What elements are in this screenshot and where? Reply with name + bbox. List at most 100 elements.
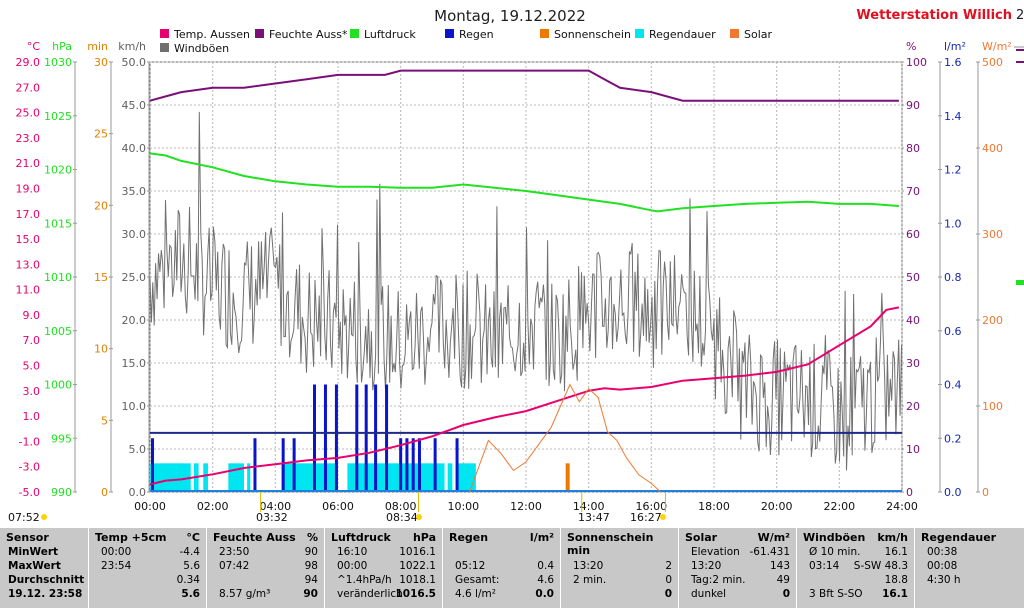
column-title: Sonnenschein min	[567, 531, 654, 557]
cell-time: 00:38	[927, 546, 958, 558]
left-tick-axis_temp: -1.0	[19, 435, 40, 448]
right-tick-axis_lqm: 0.0	[944, 486, 962, 499]
table-row: 00:00 -4.4	[95, 546, 200, 560]
cell-value: -61.431	[749, 546, 790, 558]
regen-bar	[253, 438, 257, 492]
right-tick-axis_lqm: 1.4	[944, 110, 962, 123]
table-row: 07:42 98	[213, 560, 318, 574]
sunrise-time: 07:52	[8, 511, 40, 524]
min-sun-time: 13:47	[578, 511, 610, 524]
left-tick-axis_temp: 3.0	[23, 385, 41, 398]
chart-legend: Temp. Aussen Feuchte Auss* Luftdruck Regen S…	[160, 28, 773, 55]
left-tick-axis_kmh: 15.0	[122, 357, 147, 370]
cell-time: 00:00	[337, 560, 368, 572]
right-axis-unit-axis_pct: %	[906, 40, 916, 53]
table-row: Elevation -61.431	[685, 546, 790, 560]
row-label: 19.12. 23:58	[8, 588, 83, 600]
cell-time: 00:00	[101, 546, 132, 558]
regendauer-bar	[150, 463, 191, 492]
table-row: 00:00 1022.1	[331, 560, 436, 574]
left-tick-axis_min: 5	[101, 414, 108, 427]
left-tick-axis_hpa: 990	[51, 486, 72, 499]
left-tick-axis_temp: -5.0	[19, 486, 40, 499]
right-tick-axis_lqm: 0.6	[944, 325, 962, 338]
column-title: Temp +5cm	[95, 531, 167, 544]
cell-value: 16.1	[884, 546, 908, 558]
left-tick-axis_temp: 17.0	[16, 208, 41, 221]
column-title: Luftdruck	[331, 531, 391, 544]
cell-time: 3 Bft S-SO	[809, 588, 863, 600]
table-row: 5.6	[95, 588, 200, 602]
table-row: dunkel 0	[685, 588, 790, 602]
x-tick-label: 14:00	[573, 500, 605, 513]
regendauer-bar	[447, 463, 453, 492]
table-row: 00:08	[921, 560, 1018, 574]
table-column-header: Regen l/m²	[449, 531, 554, 544]
table-row: 03:14 S-SW 48.3	[803, 560, 908, 574]
cell-value: 18.8	[884, 574, 908, 586]
series-luftdruck-line	[149, 152, 899, 213]
table-row: 18.8	[803, 574, 908, 588]
column-unit: hPa	[412, 531, 436, 544]
left-axis-unit-axis_hpa: hPa	[52, 40, 72, 53]
legend-label-solar: Solar	[744, 28, 773, 41]
windboeen-line	[149, 111, 902, 471]
cell-time: Tag:2 min.	[691, 574, 746, 586]
table-column-solar: Solar W/m² Elevation -61.431 13:20 143 Tag:2 m…	[678, 528, 796, 608]
column-unit: l/m²	[529, 531, 554, 544]
table-row: ^1.4hPa/h 1018.1	[331, 574, 436, 588]
left-tick-axis_min: 0	[101, 486, 108, 499]
left-tick-axis_kmh: 25.0	[122, 271, 147, 284]
table-column-header: Regendauer	[921, 531, 1018, 544]
regen-bar	[281, 438, 285, 492]
table-column-header: Luftdruck hPa	[331, 531, 436, 544]
table-row: 19.12. 23:58	[6, 588, 82, 602]
cell-value: 1016.1	[399, 546, 436, 558]
sun-icon	[660, 514, 666, 520]
cell-time: dunkel	[691, 588, 727, 600]
legend-swatch-regendauer	[635, 29, 644, 38]
table-row: Durchschnitt	[6, 574, 84, 588]
left-tick-axis_temp: 29.0	[16, 56, 41, 69]
chart-title: Montag, 19.12.2022	[434, 7, 586, 25]
regendauer-bar	[247, 463, 251, 492]
table-row: Gesamt: 4.6	[449, 574, 554, 588]
left-tick-axis_hpa: 1015	[44, 217, 72, 230]
table-row: Ø 10 min. 16.1	[803, 546, 908, 560]
table-row: 4.6 l/m² 0.0	[449, 588, 554, 602]
right-tick-axis_pct: 100	[906, 56, 927, 69]
left-tick-axis_temp: 1.0	[23, 410, 41, 423]
left-tick-axis_kmh: 30.0	[122, 228, 147, 241]
legend-swatch-solar	[730, 29, 739, 38]
table-column-luftdruck: Luftdruck hPa 16:10 1016.1 00:00 1022.1 ^1.4hP…	[324, 528, 442, 608]
table-column-wind: Windböen km/h Ø 10 min. 16.1 03:14 S-SW 48.3 1…	[796, 528, 914, 608]
cell-value: 0.34	[176, 574, 200, 586]
cell-value: 90	[303, 588, 318, 600]
table-column-regendauer: Regendauer 00:38 00:08 4:30 h	[914, 528, 1024, 608]
right-tick-axis_lqm: 0.4	[944, 379, 962, 392]
left-tick-axis_min: 20	[94, 199, 108, 212]
left-tick-axis_min: 15	[94, 271, 108, 284]
regen-bar	[405, 438, 409, 492]
cell-time: 23:50	[219, 546, 250, 558]
regendauer-bar	[347, 463, 445, 492]
right-tick-axis_pct: 70	[906, 185, 920, 198]
left-tick-axis_kmh: 35.0	[122, 185, 147, 198]
edge-luftdruck-marker	[1016, 280, 1024, 285]
left-tick-axis_temp: 21.0	[16, 157, 41, 170]
table-column-temp: Temp +5cm °C 00:00 -4.4 23:54 5.6 0.34 5.6	[88, 528, 206, 608]
regen-bar	[323, 384, 327, 492]
x-tick-label: 08:00	[385, 500, 417, 513]
right-axis-unit-axis_lqm: l/m²	[944, 40, 966, 53]
right-tick-axis_pct: 80	[906, 142, 920, 155]
table-column-header: Temp +5cm °C	[95, 531, 200, 544]
cell-value: 0	[782, 588, 790, 600]
column-unit: %	[306, 531, 318, 544]
x-tick-label: 06:00	[322, 500, 354, 513]
table-row: 23:54 5.6	[95, 560, 200, 574]
table-row: 8.57 g/m³ 90	[213, 588, 318, 602]
cell-time: 07:42	[219, 560, 250, 572]
cell-time: 4.6 l/m²	[455, 588, 496, 600]
regendauer-bar	[457, 463, 476, 492]
